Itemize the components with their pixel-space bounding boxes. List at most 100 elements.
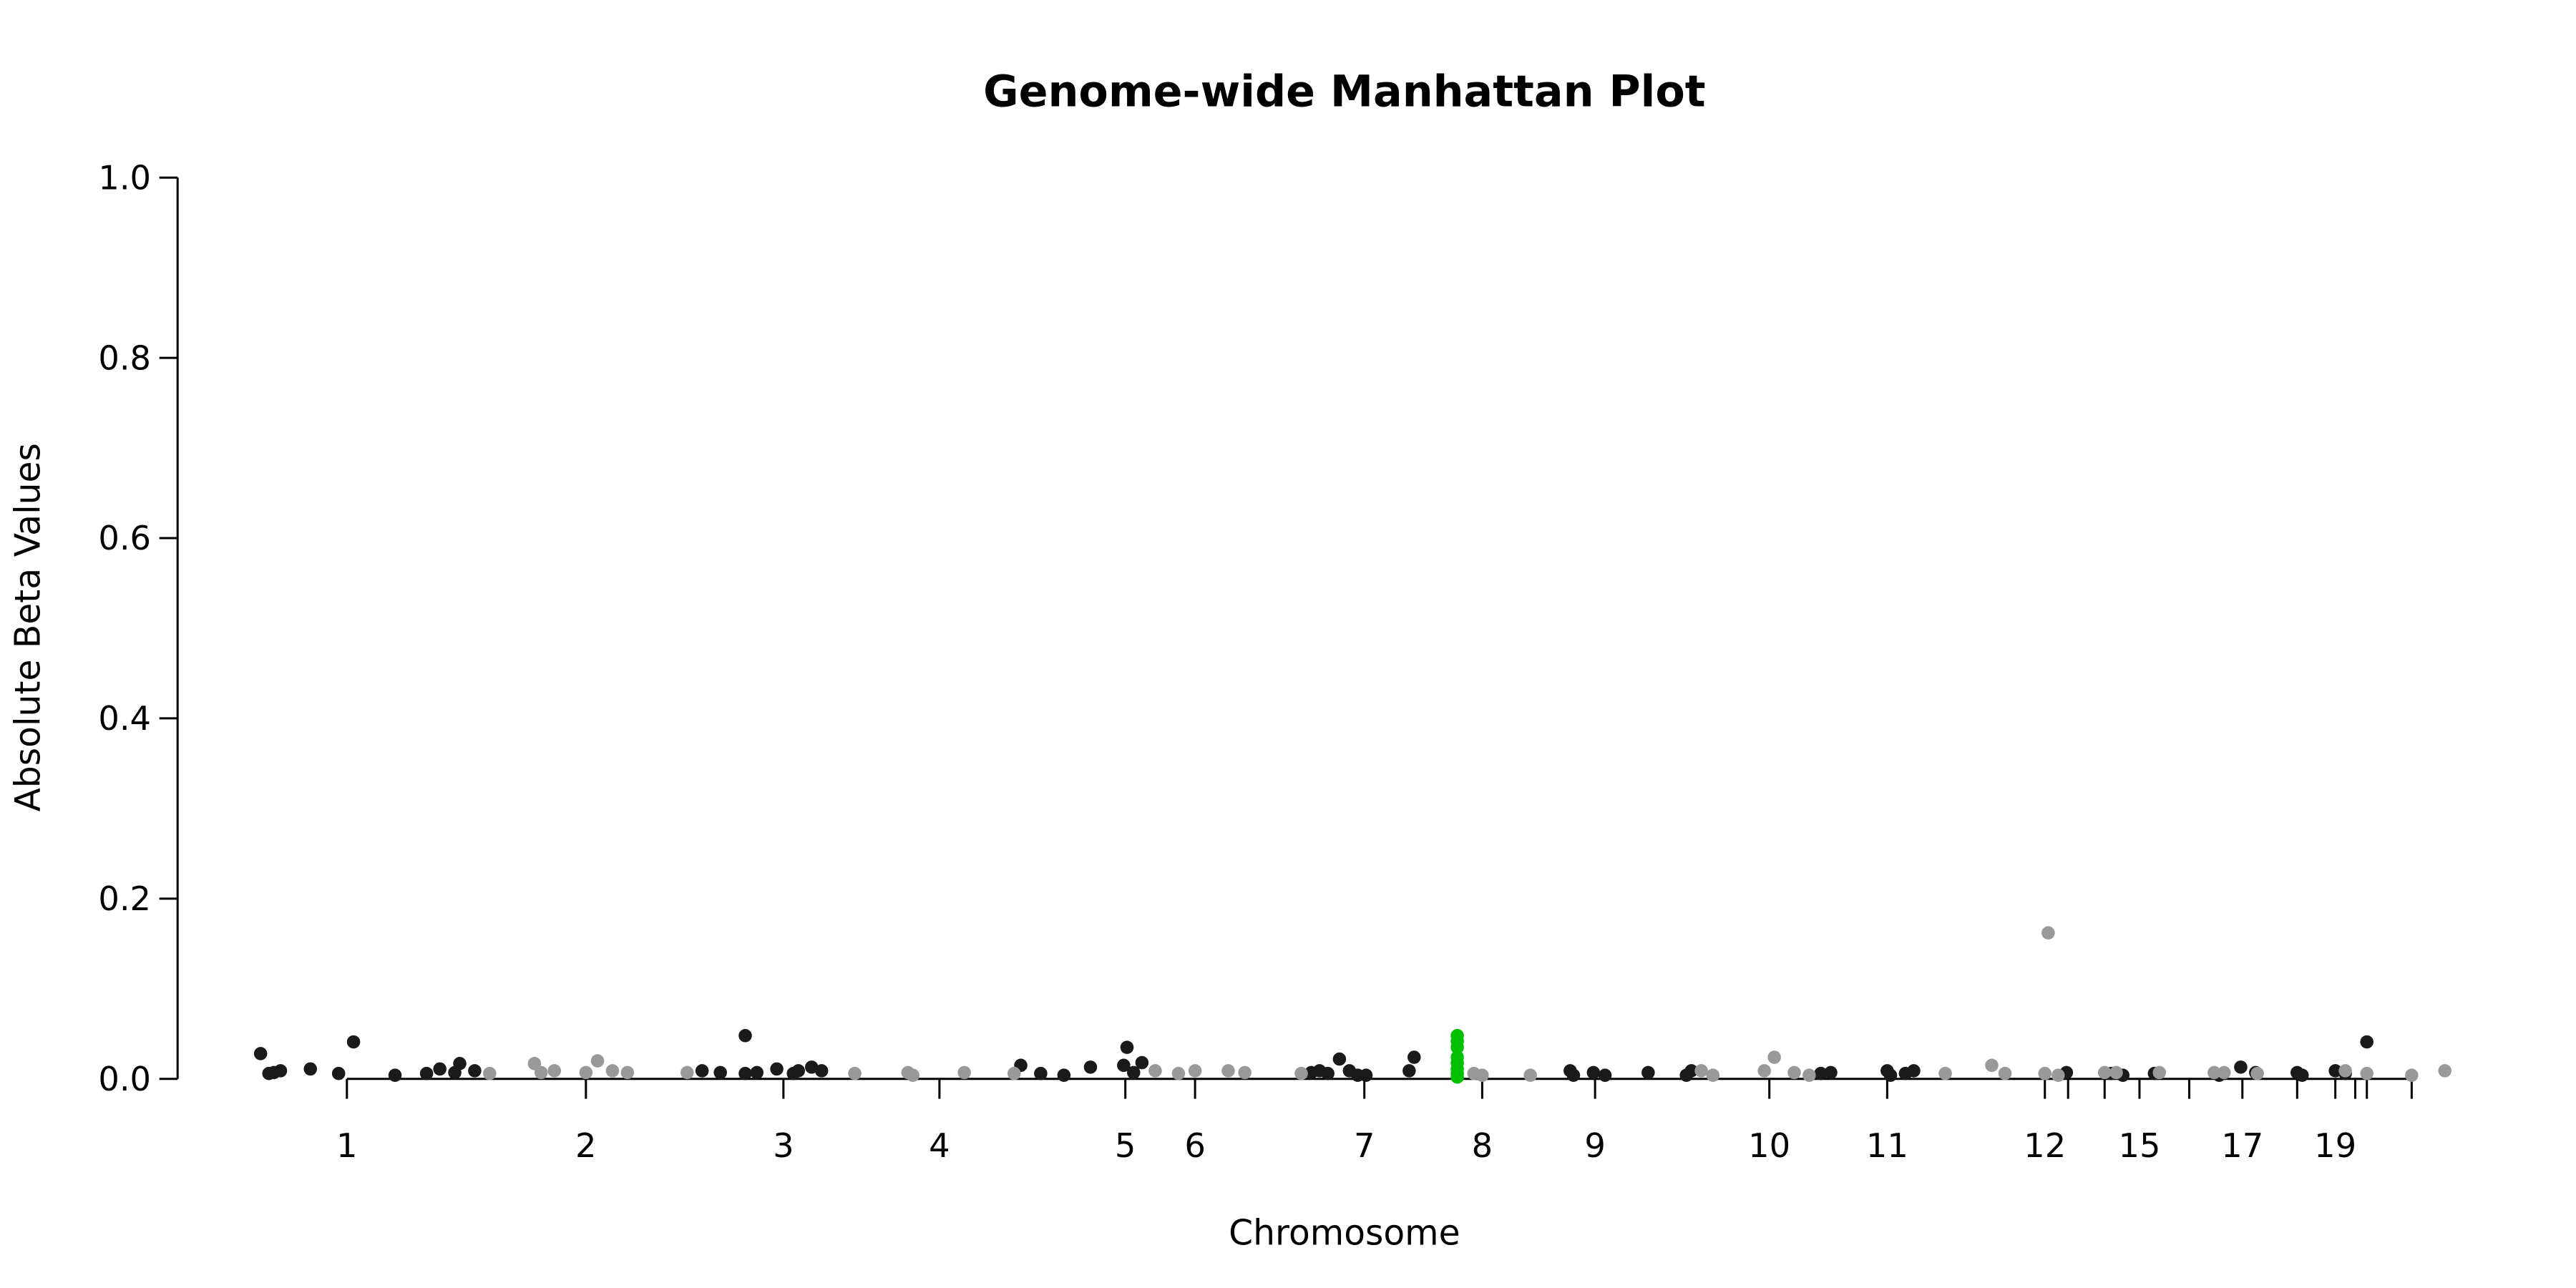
x-tick-label: 4 [929,1126,950,1165]
data-point [1787,1065,1801,1080]
data-point [750,1065,764,1080]
data-point [590,1054,605,1068]
data-point [273,1064,288,1078]
data-point [620,1065,635,1080]
data-point [1684,1064,1698,1078]
y-axis-title: Absolute Beta Values [9,443,49,811]
data-point [1057,1068,1071,1082]
data-point [1294,1066,1308,1080]
data-point [1148,1064,1162,1078]
x-tick-label: 9 [1584,1126,1606,1165]
data-point [419,1066,434,1080]
data-point [1407,1050,1421,1064]
data-point [1566,1068,1581,1082]
x-tick-label: 10 [1748,1126,1790,1165]
x-tick-label: 2 [575,1126,597,1165]
data-point [1359,1068,1373,1082]
data-point [814,1064,829,1078]
x-tick-label: 3 [773,1126,794,1165]
data-point [2217,1065,2231,1080]
data-point [1450,1040,1464,1054]
data-point [1938,1066,1952,1080]
data-point [1221,1064,1235,1078]
x-tick-label: 8 [1472,1126,1493,1165]
data-point [1332,1052,1347,1066]
x-tick-label: 12 [2024,1126,2066,1165]
data-point [2038,1066,2052,1080]
x-axis-title: Chromosome [1229,1214,1460,1254]
x-tick-label: 5 [1115,1126,1136,1165]
data-point [303,1062,318,1076]
data-point [957,1065,971,1080]
data-point [1321,1066,1335,1080]
data-point [2152,1065,2167,1080]
y-tick-label: 0.0 [98,1060,151,1098]
data-point [2097,1065,2112,1080]
data-point [2360,1035,2374,1049]
data-point [1117,1058,1131,1073]
data-point [738,1028,752,1043]
data-point [1767,1050,1781,1064]
data-point [770,1062,784,1076]
data-point [738,1066,752,1080]
data-point [2109,1065,2123,1080]
data-point [680,1065,694,1080]
data-point [1641,1065,1655,1080]
data-point [1706,1068,1720,1082]
data-point [1998,1066,2012,1080]
data-point [1127,1065,1141,1080]
data-point [1907,1064,1921,1078]
data-point [1802,1068,1816,1082]
data-point [453,1057,467,1070]
data-point [433,1062,447,1076]
data-point [1450,1070,1464,1084]
data-point [2051,1068,2065,1082]
data-point [695,1064,709,1078]
chart-title: Genome-wide Manhattan Plot [983,67,1706,117]
data-point [2250,1066,2264,1080]
x-tick-label: 19 [2314,1126,2356,1165]
data-point [2438,1064,2452,1078]
data-point [1814,1066,1828,1080]
data-point [713,1065,727,1080]
data-point [331,1066,346,1080]
y-tick-label: 0.8 [98,338,151,377]
data-point [468,1064,482,1078]
data-point [1238,1065,1252,1080]
data-point [534,1065,548,1080]
data-point [2041,926,2055,940]
data-point [1523,1068,1537,1082]
data-point [2405,1068,2419,1082]
data-point [2328,1064,2342,1078]
y-tick-label: 0.4 [98,699,151,738]
data-point [346,1035,361,1049]
data-point [1135,1055,1149,1070]
data-point [1188,1064,1202,1078]
data-point [906,1068,920,1082]
data-point [1757,1064,1771,1078]
data-point [1475,1068,1489,1082]
data-point [805,1060,819,1074]
x-tick-label: 11 [1866,1126,1908,1165]
data-point [253,1047,268,1060]
data-point [791,1064,805,1078]
data-point [1883,1068,1898,1082]
data-point [1083,1060,1098,1074]
data-point [2295,1068,2309,1082]
x-tick-label: 15 [2118,1126,2160,1165]
data-point [2338,1064,2352,1078]
x-tick-label: 17 [2221,1126,2263,1165]
data-point [2234,1060,2248,1074]
data-point [1034,1066,1048,1080]
data-point [1007,1066,1021,1080]
data-point [1598,1068,1612,1082]
data-point [1586,1065,1601,1080]
data-point [1171,1066,1186,1080]
data-point [388,1068,402,1082]
y-tick-label: 0.6 [98,519,151,557]
data-point [1694,1064,1708,1078]
data-point [848,1066,862,1080]
data-point [1120,1040,1134,1054]
data-point [2360,1066,2374,1080]
